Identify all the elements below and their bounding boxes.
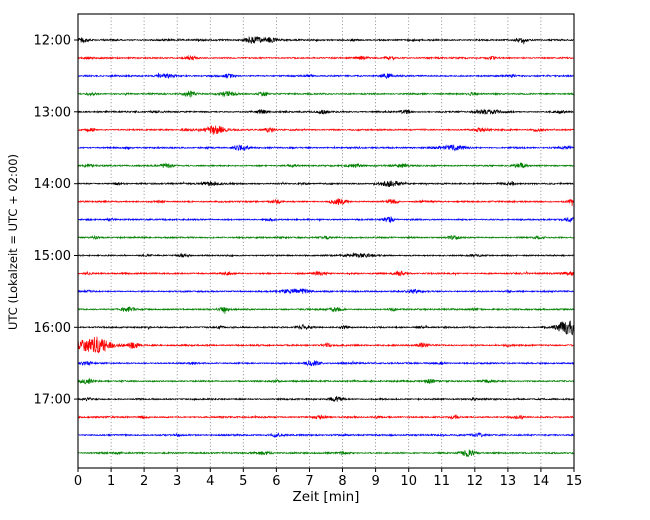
- y-tick-label: 14:00: [34, 177, 71, 192]
- seismic-trace: [78, 234, 574, 241]
- seismic-trace: [78, 72, 574, 80]
- seismic-trace: [78, 377, 574, 385]
- y-tick-label: 17:00: [34, 393, 71, 408]
- x-tick-label: 15: [566, 474, 583, 489]
- seismic-trace: [78, 395, 574, 402]
- x-tick-label: 2: [140, 474, 148, 489]
- seismic-trace: [78, 35, 574, 45]
- x-tick-label: 11: [433, 474, 450, 489]
- x-tick-label: 14: [533, 474, 550, 489]
- seismic-trace: [78, 359, 574, 367]
- seismic-trace: [78, 90, 574, 98]
- seismic-trace: [78, 216, 574, 224]
- x-tick-label: 12: [467, 474, 484, 489]
- x-tick-label: 6: [272, 474, 280, 489]
- seismic-trace: [78, 180, 574, 188]
- y-axis-label: UTC (Lokalzeit = UTC + 02:00): [6, 153, 20, 331]
- seismic-trace: [78, 144, 574, 152]
- y-tick-label: 16:00: [34, 321, 71, 336]
- seismic-trace: [78, 270, 574, 277]
- seismic-trace: [78, 431, 574, 438]
- seismic-trace: [78, 198, 574, 207]
- seismic-trace: [78, 125, 574, 135]
- x-tick-label: 9: [371, 474, 379, 489]
- x-tick-label: 4: [206, 474, 214, 489]
- x-tick-label: 0: [74, 474, 82, 489]
- seismic-trace: [78, 449, 574, 457]
- x-tick-label: 1: [107, 474, 115, 489]
- x-tick-label: 5: [239, 474, 247, 489]
- y-tick-label: 15:00: [34, 249, 71, 264]
- y-tick-label: 13:00: [34, 105, 71, 120]
- seismic-trace: [78, 306, 574, 314]
- seismic-trace: [78, 162, 574, 169]
- x-tick-label: 8: [338, 474, 346, 489]
- y-tick-label: 12:00: [34, 34, 71, 49]
- x-axis-label: Zeit [min]: [292, 489, 360, 505]
- seismic-trace: [78, 336, 574, 354]
- axes-frame: [77, 13, 575, 469]
- x-tick-label: 13: [500, 474, 517, 489]
- seismic-trace: [78, 320, 574, 336]
- x-tick-label: 3: [173, 474, 181, 489]
- seismic-trace: [78, 54, 574, 61]
- seismic-trace: [78, 252, 574, 259]
- seismic-trace: [78, 288, 574, 295]
- seismic-trace: [78, 414, 574, 421]
- seismic-trace: [78, 108, 574, 116]
- x-tick-label: 7: [305, 474, 313, 489]
- x-tick-label: 10: [400, 474, 417, 489]
- trace-group: [78, 35, 574, 457]
